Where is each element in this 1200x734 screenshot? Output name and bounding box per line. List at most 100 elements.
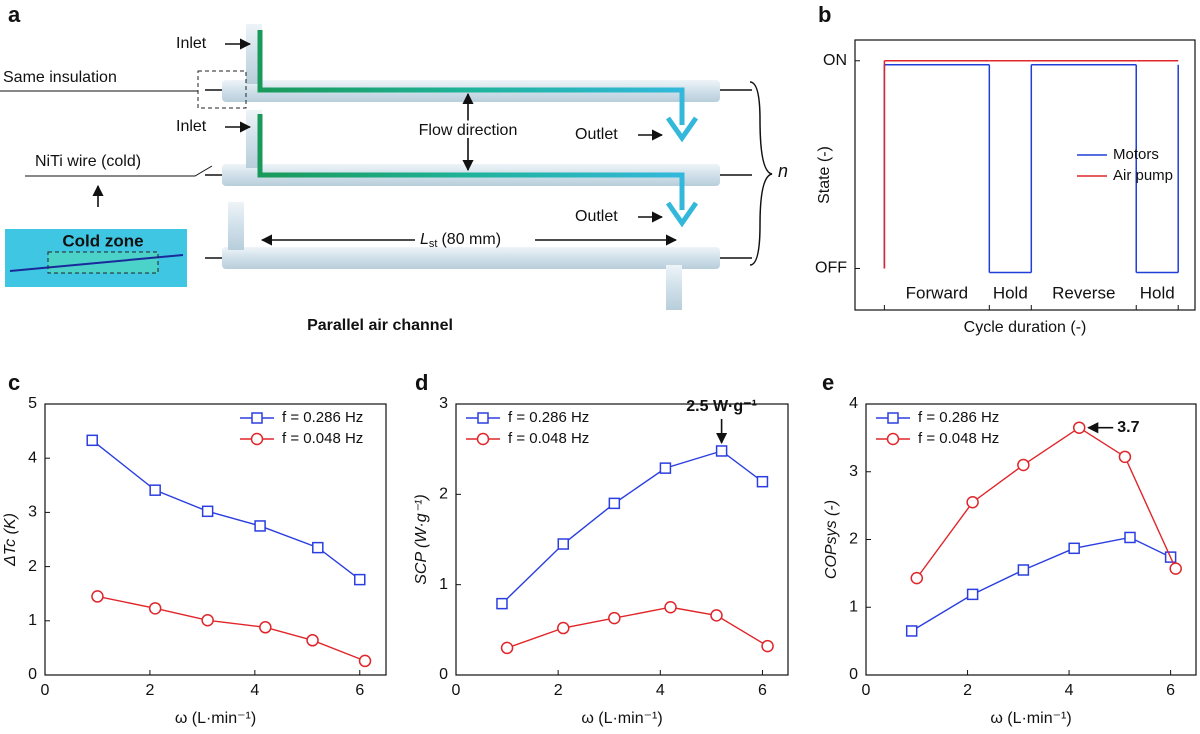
phase-label: Hold — [993, 283, 1028, 302]
y-axis-label: SCP (W·g⁻¹) — [413, 494, 430, 585]
series-line — [911, 536, 1171, 632]
marker — [312, 541, 324, 554]
marker — [1118, 450, 1132, 464]
x-tick-label: 4 — [656, 682, 665, 699]
marker — [608, 611, 621, 625]
marker — [1124, 531, 1136, 544]
label: st — [429, 238, 438, 250]
marker — [250, 432, 264, 446]
insulation-box — [197, 70, 247, 109]
label: Inlet — [176, 118, 207, 135]
marker — [1068, 542, 1080, 555]
y-tick-label: 2 — [439, 486, 448, 503]
x-tick-label: 4 — [1065, 682, 1074, 699]
flow-arrow — [665, 201, 699, 228]
marker — [966, 495, 979, 509]
x-tick-label: 6 — [758, 682, 767, 699]
flow-arrow — [665, 116, 699, 143]
y-axis-label: State (-) — [816, 146, 833, 204]
label: Outlet — [575, 126, 618, 143]
leader — [25, 165, 213, 177]
x-tick-label: 2 — [145, 682, 154, 699]
plot-frame — [854, 39, 1196, 311]
y-tick-label: OFF — [815, 260, 847, 277]
marker — [557, 538, 570, 550]
y-tick-label: 0 — [28, 666, 37, 683]
panel-letter: a — [8, 2, 21, 27]
x-tick-label: 0 — [41, 682, 50, 699]
label: Lst (80 mm) — [420, 231, 501, 250]
x-tick-label: 6 — [1166, 682, 1175, 699]
flow-path — [257, 30, 685, 125]
legend-label: f = 0.286 Hz — [508, 409, 589, 426]
zone-box — [47, 251, 159, 274]
legend-label: Air pump — [1113, 167, 1173, 184]
y-tick-label: 0 — [439, 666, 448, 683]
y-tick-label: 1 — [849, 598, 858, 615]
caption: Parallel air channel — [307, 317, 453, 334]
phase-label: Hold — [1140, 283, 1175, 302]
marker — [910, 571, 924, 585]
marker — [358, 654, 372, 668]
y-axis-label: ΔTc (K) — [2, 513, 19, 567]
marker — [761, 639, 774, 653]
y-tick-label: 3 — [849, 463, 858, 480]
marker — [259, 621, 272, 634]
flow-path — [257, 114, 685, 210]
panel-letter: b — [818, 2, 831, 27]
tube-inlet — [228, 202, 244, 250]
legend-label: Motors — [1113, 146, 1159, 163]
marker — [1169, 562, 1182, 575]
series-line — [91, 439, 361, 581]
marker — [254, 520, 266, 532]
label: L — [420, 231, 429, 248]
channel-diagram: Inlet Same insulation Inlet NiTi wire (c… — [0, 24, 788, 334]
marker — [201, 614, 214, 627]
marker — [149, 484, 161, 496]
y-tick-label: ON — [823, 52, 847, 69]
panel-letter: c — [8, 370, 20, 395]
marker — [306, 634, 319, 647]
marker — [886, 432, 900, 446]
marker — [91, 590, 104, 603]
label: Inlet — [176, 35, 207, 52]
x-tick-label: 0 — [862, 682, 871, 699]
phase-label: Reverse — [1052, 283, 1115, 302]
y-tick-label: 4 — [28, 449, 37, 466]
marker — [756, 475, 769, 488]
series-line — [97, 595, 366, 662]
y-tick-label: 0 — [849, 666, 858, 683]
niti-wire — [9, 254, 184, 272]
marker — [966, 588, 979, 601]
x-axis-label: ω (L·min⁻¹) — [581, 710, 662, 727]
x-tick-label: 6 — [355, 682, 364, 699]
legend-label: f = 0.286 Hz — [918, 409, 999, 426]
annotation: 3.7 — [1117, 419, 1139, 436]
legend-label: f = 0.286 Hz — [282, 409, 363, 426]
label: Outlet — [575, 208, 618, 225]
x-tick-label: 2 — [554, 682, 563, 699]
legend-label: f = 0.048 Hz — [918, 430, 999, 447]
x-axis-label: ω (L·min⁻¹) — [175, 710, 256, 727]
x-tick-label: 0 — [452, 682, 461, 699]
y-tick-label: 2 — [849, 531, 858, 548]
label: Flow direction — [419, 122, 518, 139]
series-line — [501, 450, 763, 605]
y-tick-label: 2 — [28, 558, 37, 575]
legend-label: f = 0.048 Hz — [282, 430, 363, 447]
y-tick-label: 4 — [849, 395, 858, 412]
marker — [659, 462, 672, 474]
label: Cold zone — [62, 231, 143, 250]
brace — [749, 81, 773, 266]
marker — [86, 434, 98, 447]
annotation: 2.5 W·g⁻¹ — [686, 398, 757, 415]
label: n — [778, 161, 788, 181]
marker — [201, 505, 214, 518]
legend-label: f = 0.048 Hz — [508, 430, 589, 447]
marker — [664, 601, 677, 614]
tube — [222, 247, 720, 269]
x-axis-label: Cycle duration (-) — [964, 319, 1087, 336]
marker — [251, 412, 263, 424]
marker — [608, 497, 621, 510]
marker — [715, 445, 728, 457]
